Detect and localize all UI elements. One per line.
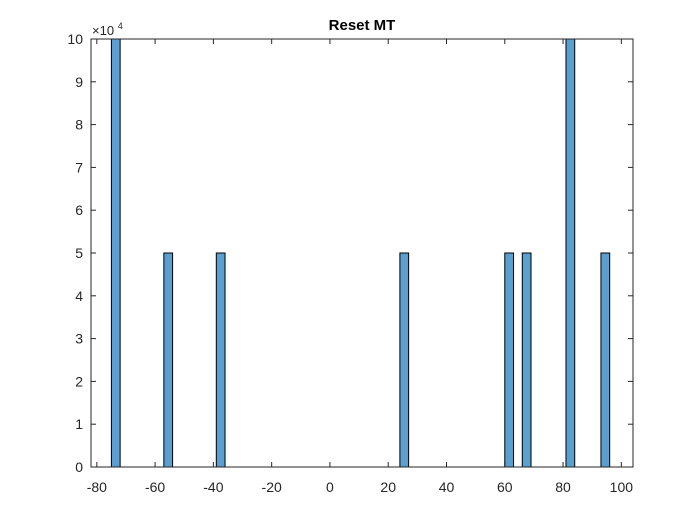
x-tick-label: -60 — [145, 479, 165, 495]
chart-title: Reset MT — [329, 17, 396, 34]
y-tick-label: 7 — [75, 159, 83, 175]
x-tick-label: 20 — [380, 479, 396, 495]
x-tick-label: 0 — [326, 479, 334, 495]
y-tick-labels: 0 1 2 3 4 5 6 7 8 9 10 — [67, 31, 83, 475]
x-tick-label: -40 — [203, 479, 223, 495]
y-tick-label: 10 — [67, 31, 83, 47]
y-tick-label: 9 — [75, 74, 83, 90]
x-tick-label: 40 — [439, 479, 455, 495]
ticks-layer — [91, 38, 633, 468]
y-axis-exponent-base: ×10 — [92, 23, 114, 38]
y-tick-label: 1 — [75, 416, 83, 432]
x-tick-label: 100 — [610, 479, 634, 495]
y-tick-label: 8 — [75, 117, 83, 133]
y-axis-exponent-label: ×10 4 — [92, 21, 123, 38]
y-axis-exponent-power: 4 — [118, 21, 123, 31]
histogram-bar — [504, 252, 515, 468]
y-tick-label: 3 — [75, 331, 83, 347]
x-tick-label: -80 — [87, 479, 107, 495]
y-tick-label: 6 — [75, 202, 83, 218]
histogram-bar — [215, 252, 226, 468]
x-tick-label: 60 — [497, 479, 513, 495]
y-tick-label: 2 — [75, 373, 83, 389]
histogram-bar — [110, 38, 121, 468]
histogram-bar — [600, 252, 611, 468]
histogram-bar — [521, 252, 532, 468]
x-tick-label: -20 — [262, 479, 282, 495]
histogram-bar — [399, 252, 410, 468]
histogram-bar — [163, 252, 174, 468]
y-tick-label: 4 — [75, 288, 83, 304]
x-tick-label: 80 — [555, 479, 571, 495]
plot-area-frame — [90, 38, 634, 468]
y-tick-label: 5 — [75, 245, 83, 261]
histogram-bar — [565, 38, 576, 468]
x-tick-labels: -80 -60 -40 -20 0 20 40 60 80 100 — [87, 479, 634, 495]
y-tick-label: 0 — [75, 459, 83, 475]
